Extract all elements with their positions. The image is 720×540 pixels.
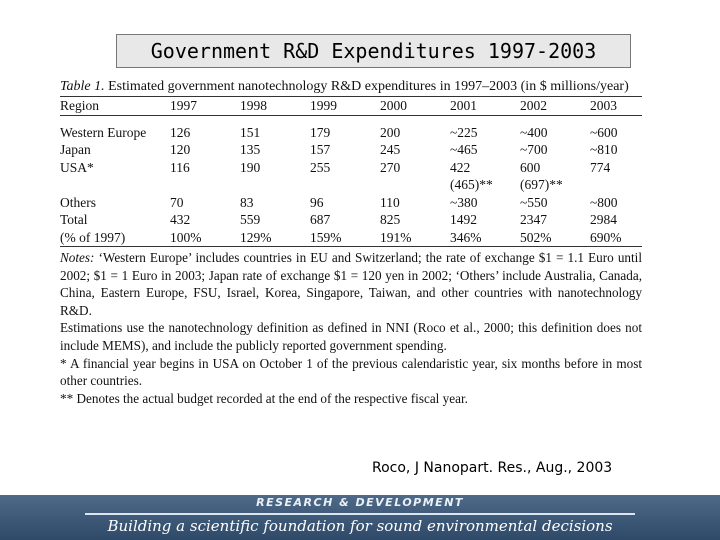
notes-text: ‘Western Europe’ includes countries in E… bbox=[60, 250, 643, 318]
value-cell: 774 bbox=[590, 159, 611, 175]
value-cell: 200 bbox=[380, 124, 401, 140]
value-cell: 270 bbox=[380, 159, 401, 175]
region-cell: USA* bbox=[60, 159, 94, 175]
table-row: Western Europe 126 151 179 200 ~225 ~400… bbox=[60, 124, 642, 142]
value-cell: 432 bbox=[170, 212, 191, 227]
table-caption: Table 1. Estimated government nanotechno… bbox=[60, 78, 642, 96]
value-cell: 346% bbox=[450, 229, 482, 245]
value-cell: 2347 bbox=[520, 212, 547, 227]
column-header: 2002 bbox=[520, 98, 547, 113]
expenditure-table-block: Table 1. Estimated government nanotechno… bbox=[60, 78, 642, 407]
region-cell: Others bbox=[60, 194, 96, 210]
table-caption-lead: Table 1. bbox=[60, 79, 105, 94]
value-cell: 559 bbox=[240, 212, 261, 227]
footer-org-label: RESEARCH & DEVELOPMENT bbox=[256, 496, 464, 509]
value-cell: 120 bbox=[170, 142, 191, 157]
notes-footnote-actual-budget: ** Denotes the actual budget recorded at… bbox=[60, 390, 468, 406]
value-cell: 245 bbox=[380, 142, 401, 157]
value-cell: 157 bbox=[310, 142, 331, 157]
region-cell: Japan bbox=[60, 142, 91, 157]
notes-paragraph: Notes: ‘Western Europe’ includes countri… bbox=[60, 249, 642, 319]
value-cell: 116 bbox=[170, 159, 190, 175]
source-citation: Roco, J Nanopart. Res., Aug., 2003 bbox=[372, 460, 613, 476]
slide-title: Government R&D Expenditures 1997-2003 bbox=[116, 34, 631, 68]
value-cell: ~380 bbox=[450, 194, 478, 210]
table-row: Total 432 559 687 825 1492 2347 2984 bbox=[60, 211, 642, 229]
value-cell: 151 bbox=[240, 124, 261, 140]
table-row: USA* 116 190 255 270 422 600 774 bbox=[60, 159, 642, 177]
value-cell: 179 bbox=[310, 124, 331, 140]
value-cell: 159% bbox=[310, 229, 342, 245]
table-row: Japan 120 135 157 245 ~465 ~700 ~810 bbox=[60, 141, 642, 159]
notes-footnote-usa: * A financial year begins in USA on Octo… bbox=[60, 355, 642, 389]
footer-tagline: Building a scientific foundation for sou… bbox=[107, 517, 613, 535]
value-cell: ~550 bbox=[520, 194, 548, 210]
value-cell: ~700 bbox=[520, 142, 548, 157]
notes-paragraph: Estimations use the nanotechnology defin… bbox=[60, 320, 642, 353]
value-cell: 96 bbox=[310, 194, 324, 210]
column-header: 1998 bbox=[240, 98, 267, 113]
value-cell: ~800 bbox=[590, 194, 618, 210]
region-cell bbox=[60, 176, 170, 194]
column-header: 1999 bbox=[310, 98, 337, 113]
value-cell bbox=[310, 176, 380, 194]
value-cell: 255 bbox=[310, 159, 331, 175]
table-row: Others 70 83 96 110 ~380 ~550 ~800 bbox=[60, 194, 642, 212]
value-cell bbox=[170, 176, 240, 194]
value-cell: ~600 bbox=[590, 124, 618, 140]
table-caption-text: Estimated government nanotechnology R&D … bbox=[108, 79, 629, 94]
value-cell: (697)** bbox=[520, 177, 563, 192]
value-cell bbox=[380, 176, 450, 194]
value-cell: ~225 bbox=[450, 124, 478, 140]
table-row: (465)** (697)** bbox=[60, 176, 642, 194]
value-cell: 70 bbox=[170, 194, 184, 210]
region-cell: Western Europe bbox=[60, 124, 147, 140]
notes-lead: Notes: bbox=[60, 250, 95, 265]
value-cell: 2984 bbox=[590, 212, 617, 227]
value-cell: 690% bbox=[590, 229, 622, 245]
value-cell: 687 bbox=[310, 212, 331, 227]
region-cell: (% of 1997) bbox=[60, 229, 126, 245]
value-cell: 135 bbox=[240, 142, 261, 157]
footer-banner: RESEARCH & DEVELOPMENT Building a scient… bbox=[0, 495, 720, 540]
column-header: 2000 bbox=[380, 98, 407, 113]
column-header: 2003 bbox=[590, 98, 617, 113]
value-cell: 129% bbox=[240, 229, 272, 245]
value-cell bbox=[240, 176, 310, 194]
column-header: 2001 bbox=[450, 98, 477, 113]
expenditure-table: Region 1997 1998 1999 2000 2001 2002 200… bbox=[60, 97, 642, 246]
value-cell: 502% bbox=[520, 229, 552, 245]
value-cell bbox=[590, 176, 642, 194]
value-cell: (465)** bbox=[450, 177, 493, 192]
value-cell: 191% bbox=[380, 229, 412, 245]
value-cell: 1492 bbox=[450, 212, 477, 227]
table-top-rule bbox=[60, 96, 642, 97]
table-notes: Notes: ‘Western Europe’ includes countri… bbox=[60, 249, 642, 407]
value-cell: 83 bbox=[240, 194, 254, 210]
value-cell: 422 bbox=[450, 159, 471, 175]
footer-divider bbox=[85, 513, 635, 515]
value-cell: 825 bbox=[380, 212, 401, 227]
value-cell: ~400 bbox=[520, 124, 548, 140]
column-header: Region bbox=[60, 98, 99, 113]
value-cell: 126 bbox=[170, 124, 191, 140]
table-header-row: Region 1997 1998 1999 2000 2001 2002 200… bbox=[60, 97, 642, 115]
value-cell: 110 bbox=[380, 194, 400, 210]
value-cell: 100% bbox=[170, 229, 202, 245]
table-row: (% of 1997) 100% 129% 159% 191% 346% 502… bbox=[60, 229, 642, 247]
table-bottom-rule bbox=[60, 246, 642, 247]
value-cell: ~465 bbox=[450, 142, 478, 157]
value-cell: 190 bbox=[240, 159, 261, 175]
column-header: 1997 bbox=[170, 98, 197, 113]
value-cell: ~810 bbox=[590, 142, 618, 157]
value-cell: 600 bbox=[520, 159, 541, 175]
region-cell: Total bbox=[60, 212, 88, 227]
